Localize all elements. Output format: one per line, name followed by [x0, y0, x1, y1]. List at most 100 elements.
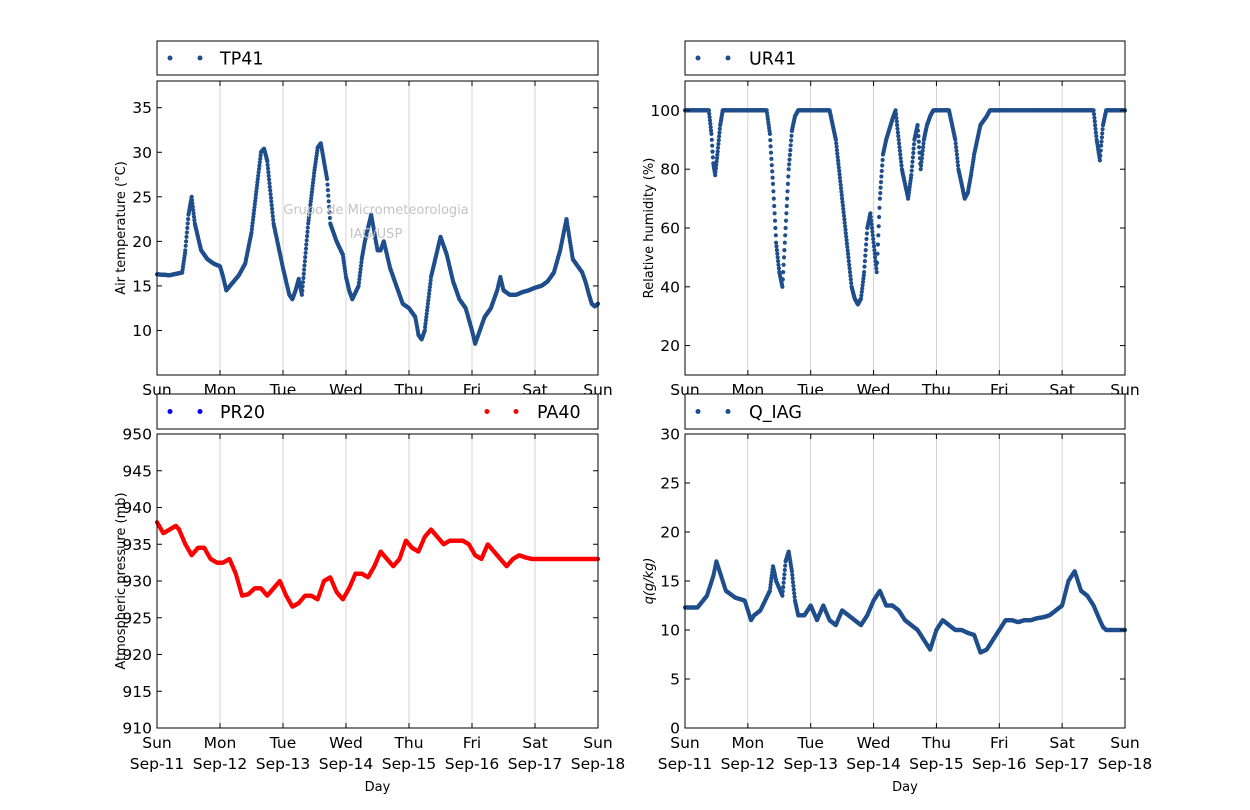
data-point	[270, 210, 275, 215]
data-point	[768, 582, 773, 587]
data-point	[847, 270, 853, 275]
data-point	[423, 318, 428, 323]
data-point	[875, 242, 881, 247]
data-point	[784, 211, 789, 216]
data-point	[879, 174, 884, 179]
data-point	[868, 214, 873, 220]
data-point	[898, 152, 903, 157]
legend-marker	[197, 409, 203, 414]
data-point	[267, 181, 272, 186]
legend: TP41	[156, 40, 599, 76]
data-point	[305, 229, 310, 234]
data-point	[899, 159, 904, 164]
data-point	[870, 233, 875, 238]
data-point	[309, 196, 314, 201]
x-tick-label-date: Sep-18	[1098, 755, 1153, 773]
data-point	[791, 587, 796, 592]
data-point	[716, 138, 721, 143]
y-tick-label: 20	[132, 233, 152, 251]
data-point	[302, 267, 307, 272]
data-point	[837, 175, 843, 180]
grid-lines	[747, 81, 1063, 375]
x-tick-label-date: Sep-13	[256, 755, 311, 773]
data-point	[783, 233, 788, 238]
data-point	[862, 264, 867, 269]
data-point	[258, 156, 263, 162]
data-point	[309, 190, 314, 195]
data-point	[781, 576, 787, 581]
data-point	[257, 160, 262, 165]
legend-label: UR41	[749, 50, 796, 70]
data-point	[919, 159, 924, 164]
data-point	[249, 230, 254, 235]
data-point	[789, 133, 794, 138]
data-point	[427, 284, 432, 290]
data-point	[782, 567, 787, 573]
data-point	[841, 210, 846, 215]
y-tick-label: 940	[122, 499, 152, 517]
data-point	[833, 137, 839, 142]
data-point	[271, 217, 276, 222]
data-point	[325, 176, 330, 182]
data-point	[327, 204, 332, 209]
data-point	[326, 193, 331, 198]
data-point	[190, 204, 195, 209]
data-point	[307, 208, 312, 214]
data-point	[838, 186, 844, 191]
data-point	[713, 173, 718, 178]
data-point	[183, 243, 188, 248]
y-tick-label: 910	[122, 720, 152, 738]
x-tick-label-date: Sep-11	[130, 755, 185, 773]
x-tick-label-day: Sat	[522, 734, 547, 752]
data-point	[834, 141, 839, 146]
data-point	[954, 148, 959, 153]
data-point	[715, 149, 720, 154]
data-point	[186, 217, 191, 222]
data-point	[783, 225, 788, 231]
data-point	[915, 123, 920, 128]
data-point	[425, 301, 430, 306]
data-point	[266, 173, 271, 178]
data-point	[1093, 123, 1098, 128]
data-point	[301, 271, 306, 276]
data-point	[253, 195, 258, 200]
data-point	[842, 220, 847, 225]
data-point	[189, 194, 194, 199]
data-point	[877, 196, 883, 201]
data-point	[717, 134, 722, 139]
data-point	[717, 126, 722, 131]
data-point	[878, 191, 883, 196]
data-point	[910, 164, 915, 169]
data-point	[709, 137, 714, 142]
data-point	[769, 156, 774, 161]
data-point	[424, 311, 429, 316]
legend-marker	[725, 55, 731, 61]
data-point	[325, 182, 330, 187]
data-point	[841, 206, 846, 212]
data-point	[256, 170, 261, 175]
data-point	[357, 273, 362, 278]
data-point	[423, 321, 428, 326]
panel-atmospheric-pressure: 910915920925930935940945950SunSep-11MonS…	[114, 393, 625, 795]
data-point	[780, 593, 785, 598]
data-point	[427, 288, 432, 293]
data-point	[869, 222, 874, 227]
y-tick-label: 5	[670, 671, 680, 689]
y-tick-label: 915	[122, 683, 152, 701]
data-point	[858, 296, 864, 301]
data-point	[844, 234, 849, 239]
data-point	[359, 260, 364, 265]
series-dots	[682, 108, 1128, 307]
data-point	[878, 185, 883, 190]
legend-label: TP41	[219, 50, 264, 70]
data-point	[710, 155, 716, 160]
data-point	[312, 171, 317, 176]
data-point	[836, 158, 841, 163]
data-point	[864, 242, 869, 247]
data-point	[871, 244, 877, 249]
x-tick-label-day: Sun	[583, 734, 613, 752]
data-point	[834, 148, 840, 153]
data-point	[255, 176, 260, 182]
data-point	[782, 248, 787, 253]
